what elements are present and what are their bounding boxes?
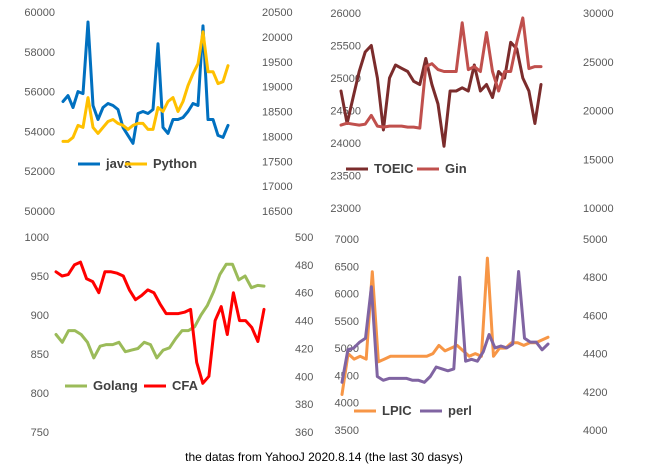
left-axis-tick-label: 25000 [330,73,361,85]
right-axis-tick-label: 20000 [583,106,614,118]
left-axis-tick-label: 58000 [24,47,55,59]
left-axis-tick-label: 6500 [335,261,359,273]
right-axis-tick-label: 380 [295,399,313,411]
right-axis-tick-label: 420 [295,343,313,355]
right-axis-tick-label: 4400 [583,349,607,361]
series-line-gin [339,16,543,130]
chart-panel-1: 60000 58000 56000 54000 52000 50000 20500 20000… [24,7,292,218]
right-axis-tick-label: 4000 [583,425,607,437]
left-axis-tick-label: 56000 [24,87,55,99]
right-axis-tick-label: 460 [295,288,313,300]
left-axis-tick-label: 4000 [335,398,359,410]
right-axis-tick-label: 30000 [583,8,614,20]
left-axis-tick-label: 23000 [330,203,361,215]
right-axis-tick-label: 4200 [583,387,607,399]
caption: the datas from YahooJ 2020.8.14 (the las… [185,450,463,464]
series-line-golang [54,262,266,360]
left-axis-tick-label: 800 [31,388,49,400]
right-axis-tick-label: 4600 [583,310,607,322]
left-axis-tick-label: 1000 [25,232,49,244]
right-axis-tick-label: 5000 [583,234,607,246]
left-axis-tick-label: 7000 [335,234,359,246]
right-axis-tick-label: 480 [295,260,313,272]
left-axis-tick-label: 54000 [24,126,55,138]
left-axis-tick-label: 750 [31,427,49,439]
right-axis-tick-label: 19000 [262,82,293,94]
right-axis-tick-label: 10000 [583,203,614,215]
right-axis-tick-label: 16500 [262,206,293,218]
legend-label-gin: Gin [445,161,467,176]
right-axis-tick-label: 18500 [262,107,293,119]
left-axis-tick-label: 4500 [335,370,359,382]
left-axis-tick-label: 950 [31,271,49,283]
left-axis-tick-label: 24000 [330,138,361,150]
left-axis-tick-label: 900 [31,310,49,322]
right-axis-tick-label: 20500 [262,7,293,19]
series-line-python [61,30,230,143]
legend-label-golang: Golang [93,378,138,393]
left-axis-tick-label: 52000 [24,166,55,178]
legend-label-java: java [105,156,132,171]
chart-panel-2: 2600025500250002450024000235002300030000… [330,8,613,215]
series-line-perl [340,270,550,384]
right-axis-tick-label: 19500 [262,57,293,69]
left-axis-tick-label: 50000 [24,206,55,218]
right-axis-tick-label: 400 [295,371,313,383]
series-line-java [61,20,230,145]
legend-label-cfa: CFA [172,378,199,393]
left-axis-tick-label: 23500 [330,171,361,183]
chart-panel-4: 7000650060005500500045004000350050004800… [335,234,608,437]
left-axis-tick-label: 25500 [330,41,361,53]
right-axis-tick-label: 440 [295,316,313,328]
right-axis-tick-label: 4800 [583,272,607,284]
left-axis-tick-label: 26000 [330,8,361,20]
right-axis-tick-label: 17500 [262,156,293,168]
right-axis-tick-label: 500 [295,232,313,244]
right-axis-tick-label: 25000 [583,57,614,69]
legend-label-toeic: TOEIC [374,161,414,176]
legend-label-lpic: LPIC [382,403,412,418]
right-axis-tick-label: 17000 [262,181,293,193]
legend-label-python: Python [153,156,197,171]
left-axis-tick-label: 3500 [335,425,359,437]
right-axis-tick-label: 360 [295,427,313,439]
left-axis-tick-label: 850 [31,349,49,361]
left-axis-tick-label: 60000 [24,7,55,19]
right-axis-tick-label: 15000 [583,154,614,166]
right-axis-tick-label: 20000 [262,32,293,44]
chart-panel-3: 1000 950 900 850 800 750 500 480 460 440 420 400 380… [25,232,314,439]
left-axis-tick-label: 6000 [335,289,359,301]
right-axis-tick-label: 18000 [262,131,293,143]
left-axis-tick-label: 5500 [335,316,359,328]
legend-label-perl: perl [448,403,472,418]
series-line-toeic [339,40,543,148]
series-line-cfa [54,260,266,385]
